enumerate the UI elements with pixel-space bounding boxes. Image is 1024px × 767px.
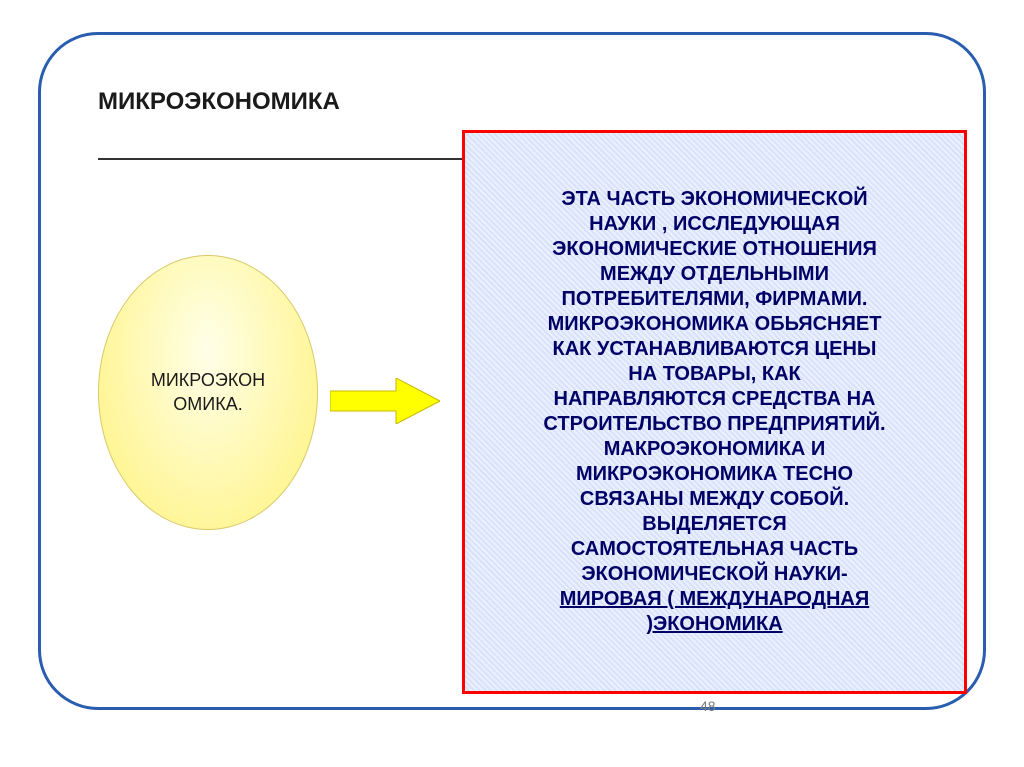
arrow-right xyxy=(330,378,440,424)
ellipse-label: МИКРОЭКОНОМИКА. xyxy=(141,369,275,416)
arrow-polygon xyxy=(330,378,440,424)
definition-text: ЭТА ЧАСТЬ ЭКОНОМИЧЕСКОЙНАУКИ , ИССЛЕДУЮЩ… xyxy=(535,181,893,643)
concept-ellipse: МИКРОЭКОНОМИКА. xyxy=(98,255,318,530)
page-number: 48 xyxy=(700,698,716,714)
slide-title: МИКРОЭКОНОМИКА xyxy=(98,88,340,116)
ellipse-shape: МИКРОЭКОНОМИКА. xyxy=(98,255,318,530)
definition-box: ЭТА ЧАСТЬ ЭКОНОМИЧЕСКОЙНАУКИ , ИССЛЕДУЮЩ… xyxy=(462,130,967,694)
title-underline xyxy=(98,158,483,160)
